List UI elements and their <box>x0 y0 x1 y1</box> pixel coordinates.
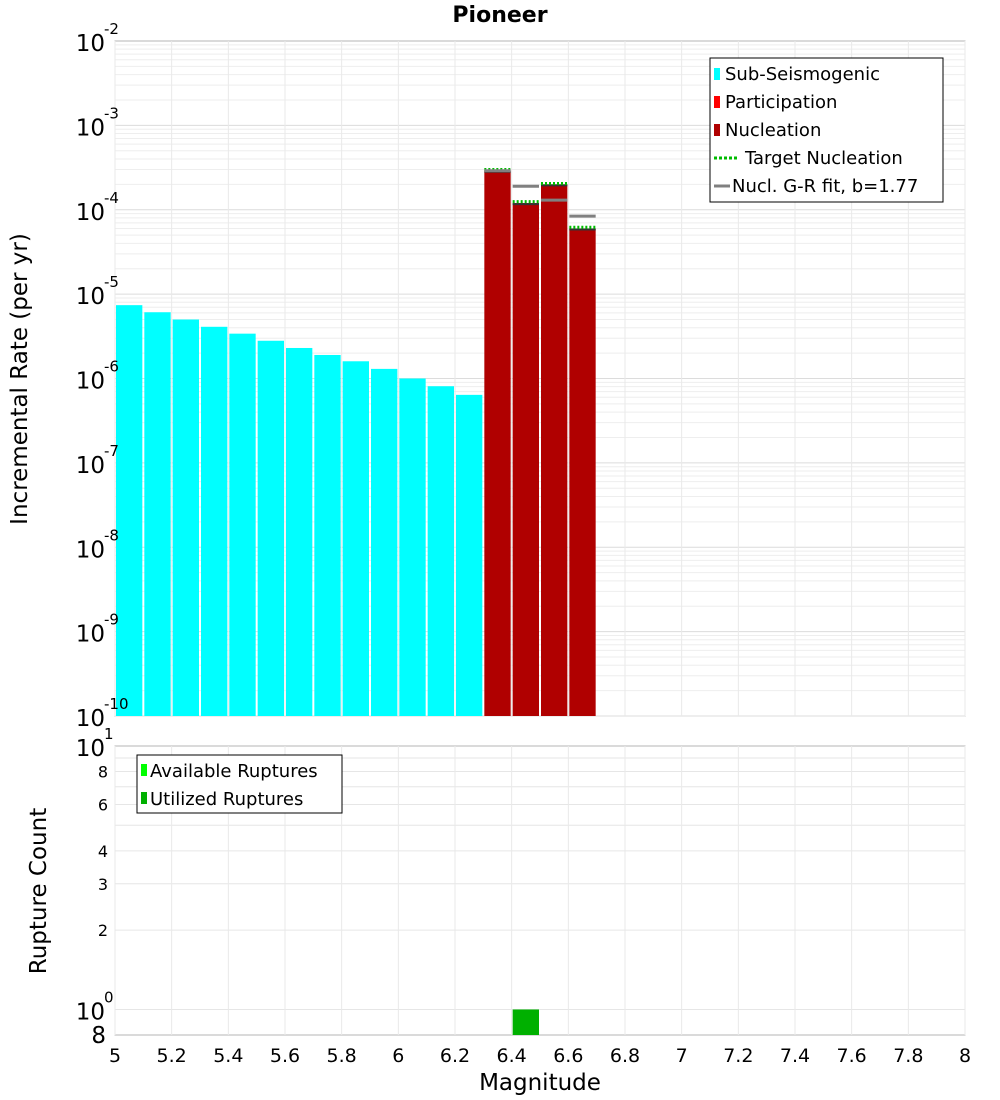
sub-seismogenic-bar <box>371 368 398 716</box>
y-tick-label: 4 <box>98 842 108 861</box>
x-tick-label: 7.8 <box>893 1045 923 1067</box>
bottom-y-axis-label: Rupture Count <box>26 808 52 974</box>
y-tick-label-exponent: -3 <box>104 104 119 122</box>
legend-swatch <box>714 124 720 136</box>
y-tick-label-base: 10 <box>76 537 105 563</box>
y-tick-label-base: 10 <box>76 736 105 762</box>
legend-swatch <box>141 792 147 804</box>
y-tick-label-base: 10 <box>76 31 105 57</box>
y-tick-label-exponent: -6 <box>104 358 119 376</box>
sub-seismogenic-bar <box>257 340 284 716</box>
x-tick-label: 6.2 <box>440 1045 470 1067</box>
y-tick-label-base: 10 <box>76 369 105 395</box>
legend-entry-label: Utilized Ruptures <box>150 789 303 810</box>
top-plot-panel: 10-210-310-410-510-610-710-810-910-10 In… <box>7 20 966 732</box>
legend-box <box>709 57 944 203</box>
legend-swatch <box>714 68 720 80</box>
legend-entry-label: Nucl. G-R fit, b=1.77 <box>732 176 918 197</box>
legend-entry-label: Sub-Seismogenic <box>725 64 880 85</box>
legend-entry-label: Nucleation <box>725 120 821 141</box>
sub-seismogenic-bar <box>342 361 369 716</box>
sub-seismogenic-bar <box>144 312 171 716</box>
nucleation-bar <box>541 184 568 717</box>
nucleation-bar <box>569 228 596 716</box>
legend-entry-label: Participation <box>725 92 837 113</box>
x-tick-label: 6.8 <box>610 1045 640 1067</box>
y-tick-label: 2 <box>98 921 108 940</box>
sub-seismogenic-bar <box>314 354 341 716</box>
x-tick-label: 5.4 <box>213 1045 243 1067</box>
x-tick-label: 5 <box>109 1045 121 1067</box>
y-tick-label-exponent: 0 <box>104 988 114 1006</box>
y-tick-label: 3 <box>98 875 108 894</box>
y-tick-label-base: 10 <box>76 999 105 1025</box>
sub-seismogenic-bar <box>286 347 313 716</box>
x-tick-label: 6.6 <box>553 1045 583 1067</box>
sub-seismogenic-bar <box>399 378 426 716</box>
x-tick-label: 7.4 <box>780 1045 810 1067</box>
x-tick-label: 8 <box>959 1045 971 1067</box>
legend-box <box>136 754 343 814</box>
x-ticks: 5 5.2 5.4 5.6 5.8 6 6.2 6.4 6.6 6.8 7 7.2 7.4 7.6 7.8 8 <box>109 1045 971 1067</box>
bottom-legend: Available Ruptures Utilized Ruptures <box>136 754 343 814</box>
y-tick-label-exponent: -8 <box>104 526 119 544</box>
y-tick-label: 8 <box>91 1023 106 1049</box>
x-tick-label: 5.8 <box>327 1045 357 1067</box>
sub-seismogenic-bar <box>427 386 454 716</box>
sub-seismogenic-bar <box>172 319 199 716</box>
top-y-axis-label: Incremental Rate (per yr) <box>7 233 33 525</box>
legend-entry-label: Available Ruptures <box>150 761 318 782</box>
y-tick-label: 6 <box>98 795 108 814</box>
top-bars <box>116 170 596 717</box>
sub-seismogenic-bar <box>456 394 483 716</box>
x-tick-label: 5.2 <box>157 1045 187 1067</box>
y-tick-label-exponent: -4 <box>104 189 119 207</box>
y-tick-label-base: 10 <box>76 200 105 226</box>
y-tick-label-exponent: -2 <box>104 20 119 38</box>
y-tick-label: 8 <box>98 763 108 782</box>
x-tick-label: 7 <box>676 1045 688 1067</box>
top-legend: Sub-Seismogenic Participation Nucleation Ta… <box>709 57 944 203</box>
y-tick-label-exponent: 1 <box>104 725 114 743</box>
x-axis-label: Magnitude <box>479 1070 601 1096</box>
y-tick-label-exponent: -9 <box>104 611 119 629</box>
x-tick-label: 6 <box>392 1045 404 1067</box>
x-tick-label: 7.6 <box>837 1045 867 1067</box>
top-lines <box>484 167 596 229</box>
y-tick-label-base: 10 <box>76 115 105 141</box>
y-tick-label-base: 10 <box>76 284 105 310</box>
chart-title: Pioneer <box>452 3 547 28</box>
nucleation-bar <box>484 170 511 716</box>
x-tick-label: 5.6 <box>270 1045 300 1067</box>
x-tick-label: 6.4 <box>497 1045 527 1067</box>
sub-seismogenic-bar <box>229 333 256 716</box>
y-tick-label-base: 10 <box>76 706 105 732</box>
legend-swatch <box>714 96 720 108</box>
sub-seismogenic-bar <box>116 305 143 716</box>
utilized-ruptures-bar <box>512 1009 539 1035</box>
y-tick-label-base: 10 <box>76 622 105 648</box>
y-tick-label-exponent: -7 <box>104 442 119 460</box>
x-tick-label: 7.2 <box>723 1045 753 1067</box>
y-tick-label-exponent: -5 <box>104 273 119 291</box>
sub-seismogenic-bar <box>201 326 228 716</box>
legend-entry-label: Target Nucleation <box>744 148 903 169</box>
top-y-ticks: 10-210-310-410-510-610-710-810-910-10 <box>76 20 129 732</box>
legend-swatch <box>141 764 147 776</box>
bottom-bars <box>512 1009 539 1035</box>
nucleation-bar <box>512 203 539 716</box>
y-tick-label-base: 10 <box>76 453 105 479</box>
y-tick-label-exponent: -10 <box>104 695 129 713</box>
